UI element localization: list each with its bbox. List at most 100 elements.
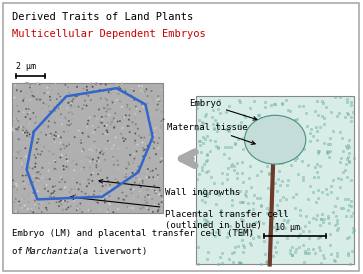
Point [29,115,34,119]
Point [271,117,277,121]
Point [156,202,162,206]
Point [257,144,263,148]
Ellipse shape [245,115,306,164]
Point [307,139,313,143]
Point [16,125,22,129]
Point [344,175,350,179]
Point [264,211,270,215]
Point [153,191,159,195]
Point [97,181,102,185]
Point [52,109,58,113]
Point [109,146,115,151]
Point [289,163,294,167]
Point [104,176,110,180]
Point [39,149,45,154]
Point [14,184,20,188]
Point [152,129,158,134]
Point [310,216,316,220]
Point [22,203,28,208]
Point [156,102,162,106]
Point [264,259,270,264]
Point [141,135,147,140]
Point [64,195,70,200]
Point [58,147,64,152]
Point [13,182,19,186]
Point [22,98,28,102]
Point [266,259,272,263]
Point [103,131,109,136]
Point [292,206,298,210]
Point [48,133,53,138]
Point [105,129,110,133]
Point [236,98,242,102]
Point [228,224,233,229]
Point [85,133,91,138]
Point [283,98,289,102]
Point [117,86,123,91]
Point [143,87,149,92]
Point [273,249,279,254]
Point [48,192,54,196]
Point [122,136,128,141]
Point [11,185,17,189]
Point [87,84,93,89]
Point [195,102,200,106]
Point [145,115,151,119]
Point [93,81,99,85]
Point [156,136,162,140]
Point [27,182,33,187]
Point [132,112,138,116]
Point [23,173,29,178]
Point [154,125,160,130]
Point [115,207,121,211]
Point [266,170,272,175]
Point [27,85,33,90]
Point [38,130,44,135]
Point [250,132,256,137]
Point [106,90,111,94]
Point [16,119,21,123]
Point [232,141,238,145]
Point [28,209,33,213]
Point [47,194,53,198]
Point [129,88,135,92]
Point [44,183,49,187]
Point [105,134,111,138]
Point [252,144,257,148]
Point [85,126,90,130]
Point [301,260,307,264]
Point [134,149,139,153]
Point [103,134,109,138]
Point [112,124,118,129]
Point [242,115,248,119]
Point [321,101,326,106]
Point [91,160,97,164]
Point [31,94,37,99]
Point [23,81,29,85]
Point [16,152,22,156]
Point [80,167,86,171]
Point [49,88,55,92]
Point [66,110,72,115]
Point [317,235,323,239]
Point [79,149,85,153]
Point [158,160,163,164]
Point [314,212,319,217]
Point [205,153,211,158]
Point [52,159,58,163]
Point [281,142,287,147]
Point [344,157,350,162]
Point [133,176,139,180]
Point [238,230,244,235]
Point [199,165,205,170]
Point [84,184,90,189]
Point [52,105,57,110]
Point [323,105,329,109]
Point [297,232,303,236]
Point [145,115,151,120]
Point [91,139,97,144]
Point [22,165,28,170]
Point [120,136,126,140]
Point [19,165,25,169]
Point [26,121,32,126]
